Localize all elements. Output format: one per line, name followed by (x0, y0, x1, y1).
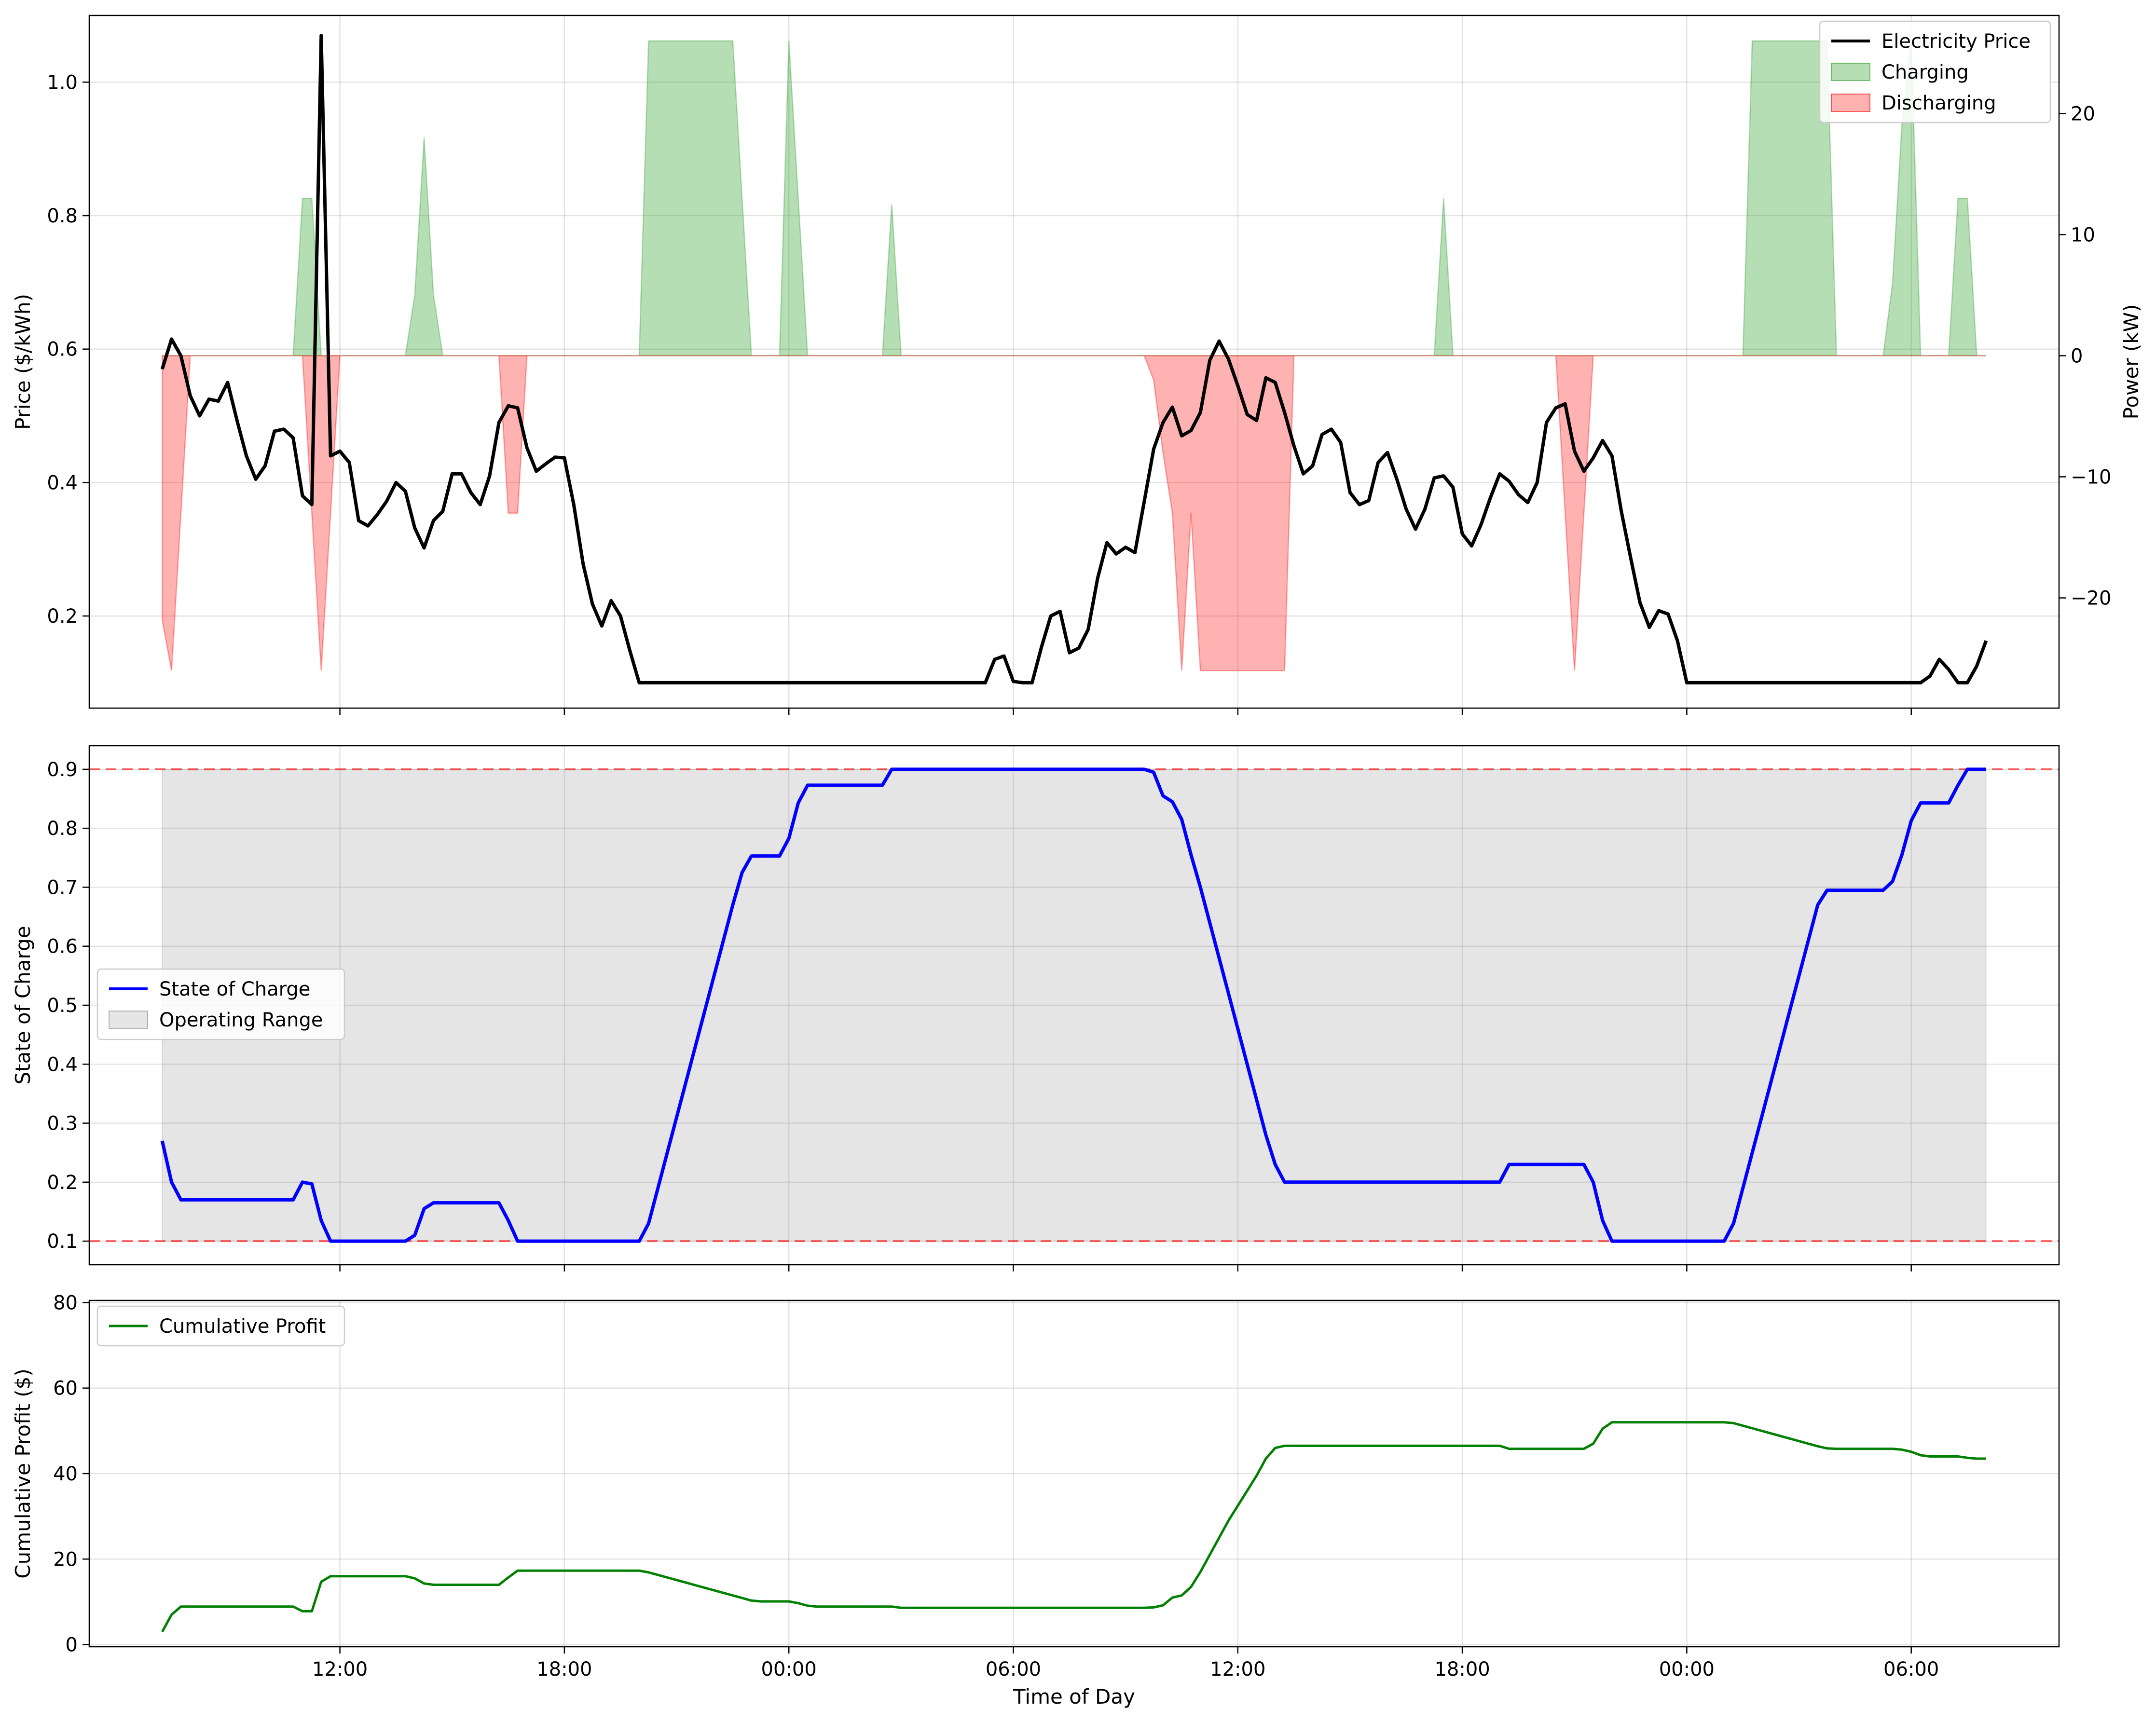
price-power-panel: 0.2 0.4 0.6 0.8 1.0 −20 −10 0 10 20 Price ($/kWh) P… (11, 14, 2143, 715)
x-tick-label: 00:00 (1659, 1658, 1715, 1681)
legend-swatch (1831, 63, 1870, 81)
y-tick-label: 20 (53, 1548, 78, 1571)
y-tick-label: 0.2 (47, 605, 78, 628)
state-of-charge-panel: 0.1 0.2 0.3 0.4 0.5 0.6 0.7 0.8 0.9 State of Char… (11, 745, 2060, 1271)
operating-range-band (162, 768, 1987, 1242)
legend-label: State of Charge (159, 978, 310, 1000)
y-tick-label: 0.7 (47, 876, 78, 899)
y-tick-label: 0.6 (47, 936, 78, 958)
legend-box (96, 1305, 345, 1347)
y2-tick-label: 10 (2071, 224, 2095, 246)
y-tick-label: 0.5 (47, 995, 78, 1017)
legend-label: Discharging (1881, 92, 1996, 114)
y-tick-label: 0.3 (47, 1113, 78, 1135)
x-tick-label: 12:00 (312, 1658, 368, 1681)
y-tick-label: 0.8 (47, 818, 78, 840)
y2-tick-label: −20 (2071, 588, 2111, 610)
y2-tick-label: 20 (2071, 103, 2095, 125)
y-tick-label: 80 (53, 1292, 78, 1314)
y-tick-label: 0.9 (47, 759, 78, 781)
y-tick-label: 0 (66, 1634, 78, 1656)
state-of-charge-line (160, 767, 1986, 1243)
y-axis-label: State of Charge (11, 926, 35, 1084)
x-tick-label: 06:00 (986, 1658, 1041, 1681)
x-tick-label: 00:00 (761, 1658, 817, 1681)
legend-label: Electricity Price (1881, 30, 2031, 53)
y2-tick-label: −10 (2071, 466, 2111, 488)
x-tick-label: 06:00 (1883, 1658, 1939, 1681)
charging-area (162, 40, 1986, 356)
x-tick-label: 18:00 (536, 1658, 592, 1681)
y2-axis-label: Power (kW) (2119, 304, 2143, 420)
y-tick-label: 1.0 (47, 71, 78, 94)
legend-label: Operating Range (159, 1009, 323, 1031)
y-axis-label: Price ($/kWh) (11, 294, 35, 430)
y-tick-label: 0.4 (47, 472, 78, 494)
legend-label: Cumulative Profit (159, 1315, 326, 1338)
legend-swatch (1831, 94, 1870, 112)
y-tick-label: 40 (53, 1463, 78, 1485)
y-tick-label: 0.4 (47, 1053, 78, 1076)
cumulative-profit-line (161, 1421, 1986, 1633)
x-tick-label: 18:00 (1434, 1658, 1490, 1681)
legend-box (96, 968, 345, 1040)
y-tick-label: 0.6 (47, 339, 78, 361)
legend-box (1819, 20, 2051, 123)
y-tick-label: 0.1 (47, 1230, 78, 1253)
axes-frame (88, 14, 2060, 709)
x-axis-label: Time of Day (1013, 1685, 1135, 1708)
y-tick-label: 60 (53, 1378, 78, 1400)
y-tick-label: 0.2 (47, 1172, 78, 1194)
x-tick-label: 12:00 (1210, 1658, 1265, 1681)
legend-label: Charging (1881, 61, 1969, 83)
legend-swatch (109, 1011, 148, 1029)
y2-tick-label: 0 (2071, 345, 2083, 367)
y-tick-label: 0.8 (47, 205, 78, 227)
discharging-area (161, 355, 1986, 671)
y-axis-label: Cumulative Profit ($) (11, 1368, 35, 1578)
cumulative-profit-panel: 12:00 18:00 00:00 06:00 12:00 18:00 00:00 06:00… (11, 1292, 2060, 1708)
electricity-price-line (160, 34, 1988, 684)
